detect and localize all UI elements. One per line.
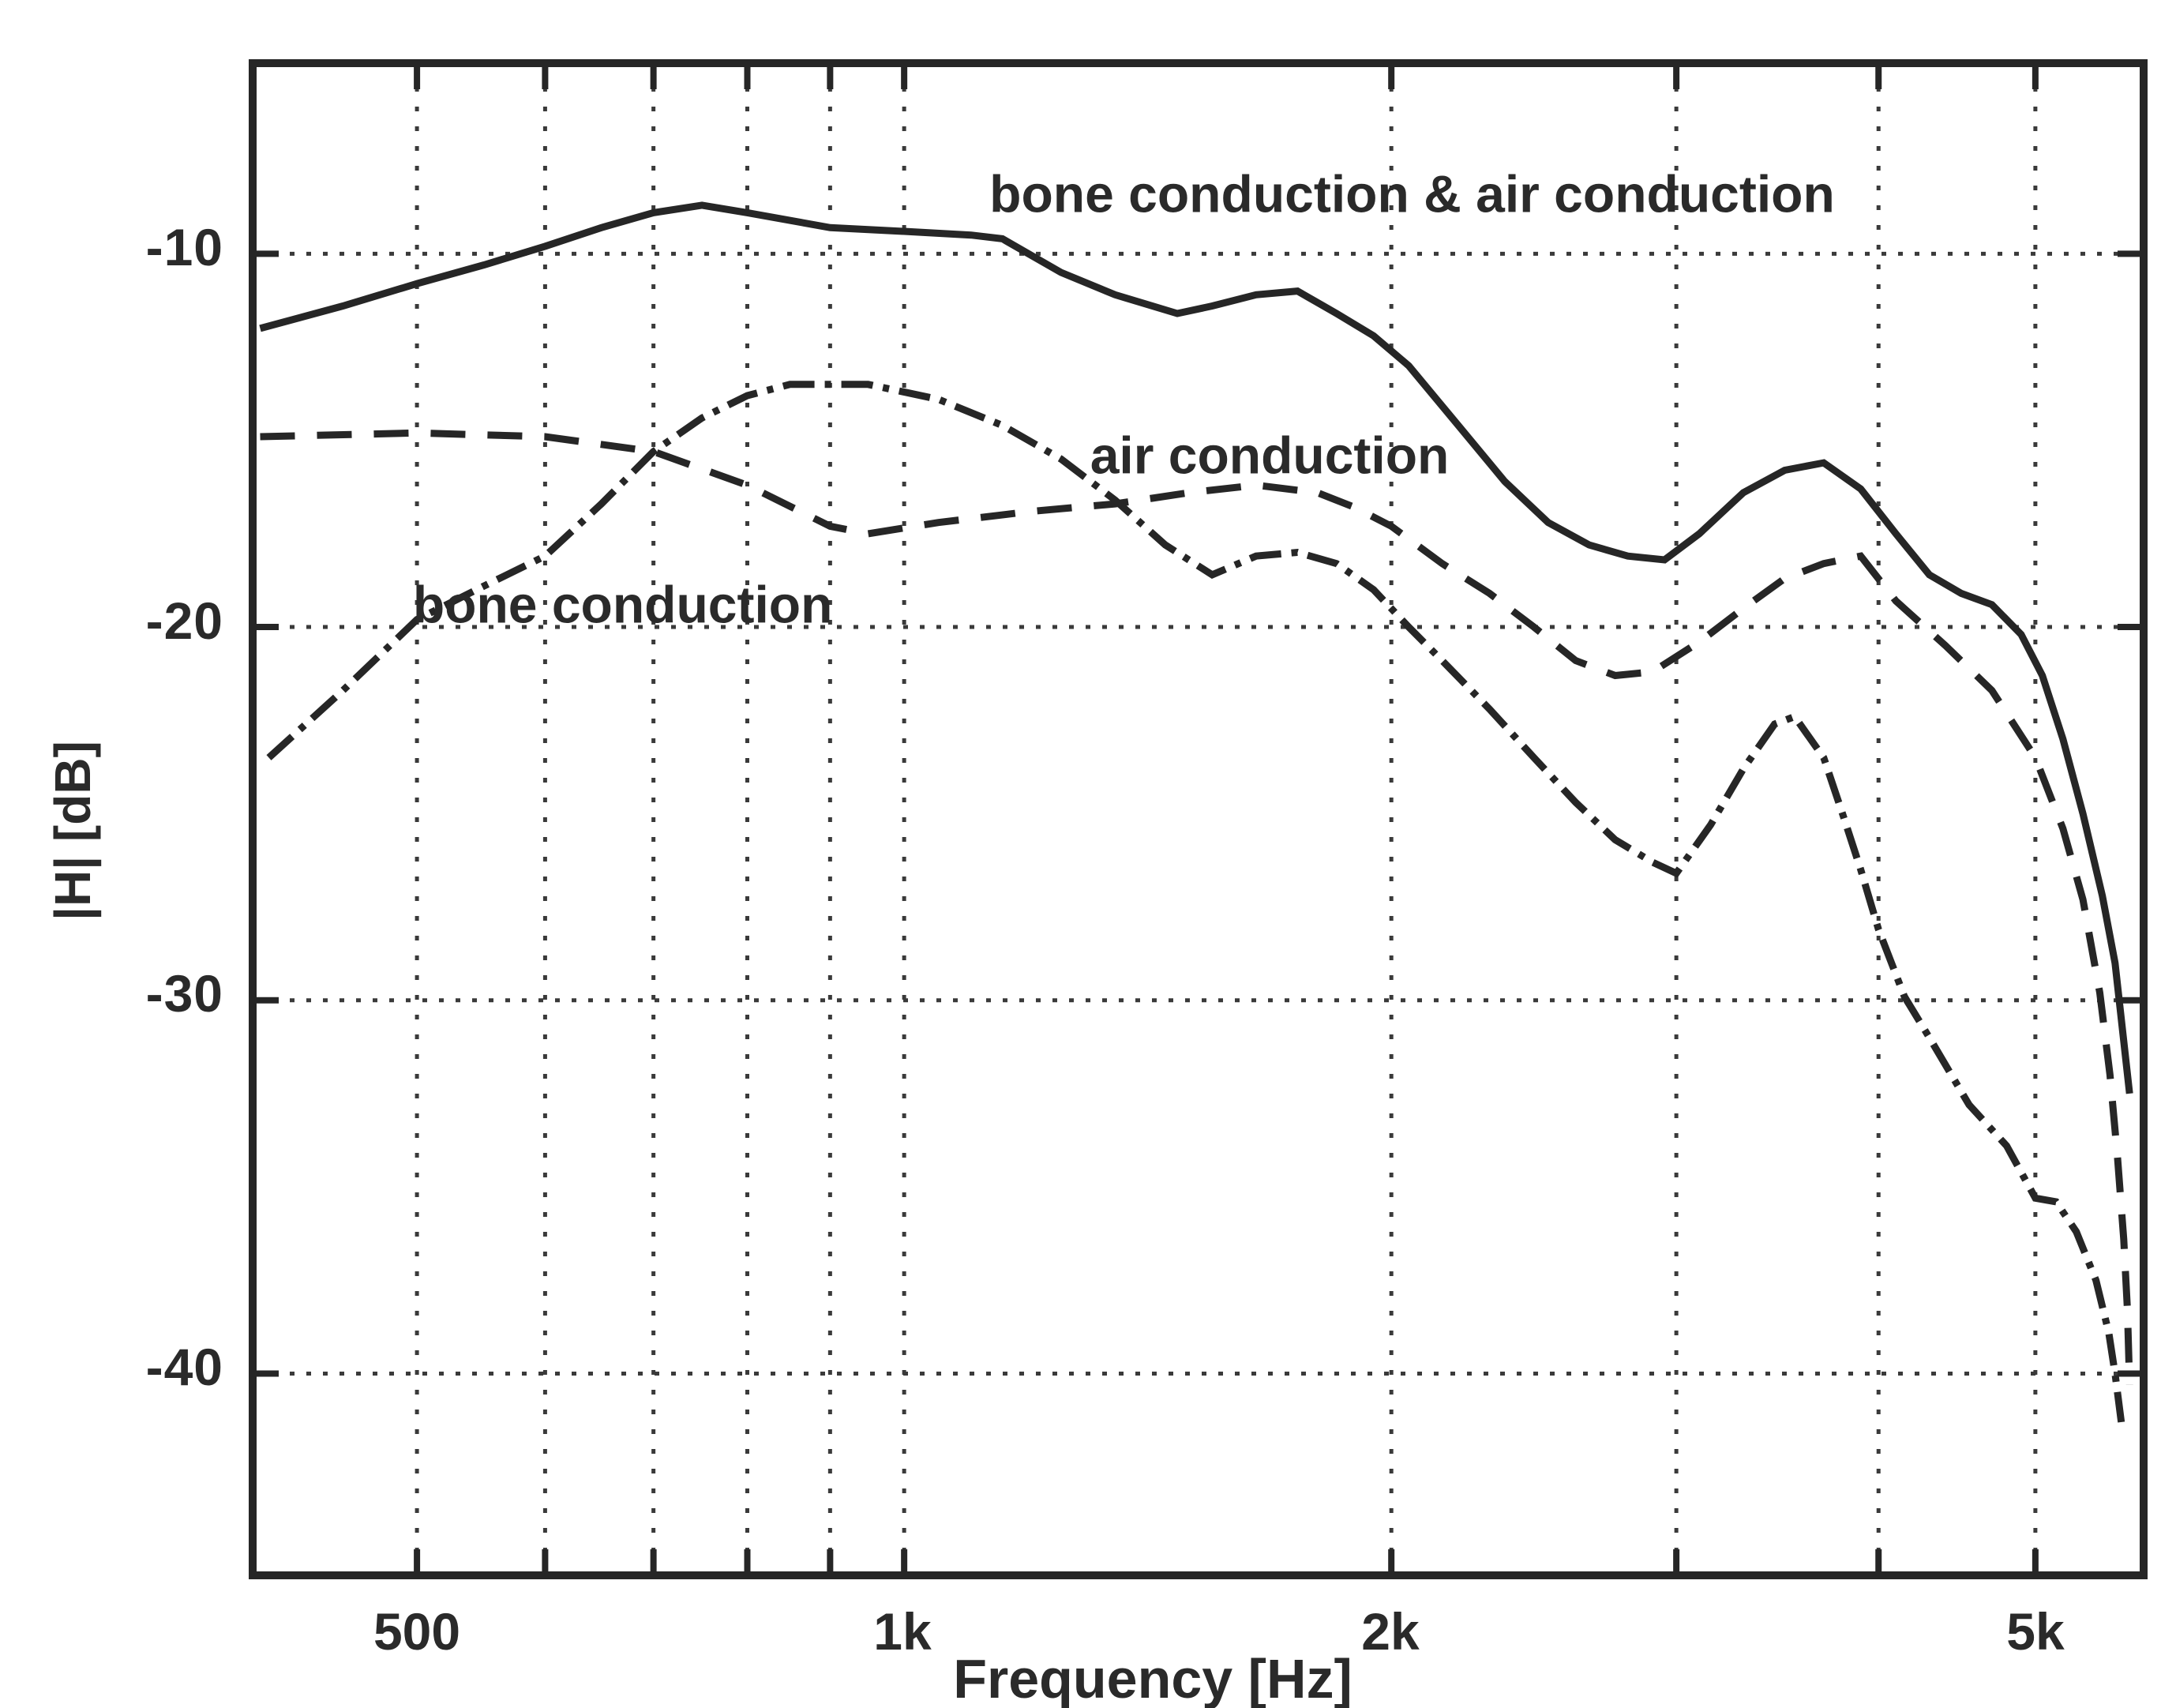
curve-label-bone-conduction-air-conduction: bone conduction & air conduction bbox=[989, 165, 1835, 223]
x-tick-label-1k: 1k bbox=[873, 1602, 932, 1661]
curve-label-air-conduction: air conduction bbox=[1090, 426, 1450, 485]
y-tick-label-minus10: -10 bbox=[145, 218, 223, 276]
y-axis-title: |H| [dB] bbox=[44, 741, 101, 921]
curve-bone-conduction bbox=[266, 381, 2125, 1423]
curve-air-conduction bbox=[260, 429, 2133, 1385]
plot-area: bone conduction & air conduction air cond… bbox=[249, 59, 2148, 1579]
x-tick-label-500: 500 bbox=[373, 1602, 461, 1661]
x-tick-label-2k: 2k bbox=[1361, 1602, 1420, 1661]
curve-label-bone-conduction: bone conduction bbox=[413, 576, 833, 634]
y-tick-label-minus40: -40 bbox=[145, 1338, 223, 1396]
curve-bone-conduction-air-conduction bbox=[259, 201, 2133, 1094]
x-axis-title: Frequency [Hz] bbox=[953, 1648, 1353, 1708]
y-tick-label-minus30: -30 bbox=[145, 964, 223, 1023]
x-tick-label-5k: 5k bbox=[2006, 1602, 2065, 1661]
y-tick-label-minus20: -20 bbox=[145, 591, 223, 650]
plot-canvas: bone conduction & air conduction air cond… bbox=[257, 67, 2140, 1571]
